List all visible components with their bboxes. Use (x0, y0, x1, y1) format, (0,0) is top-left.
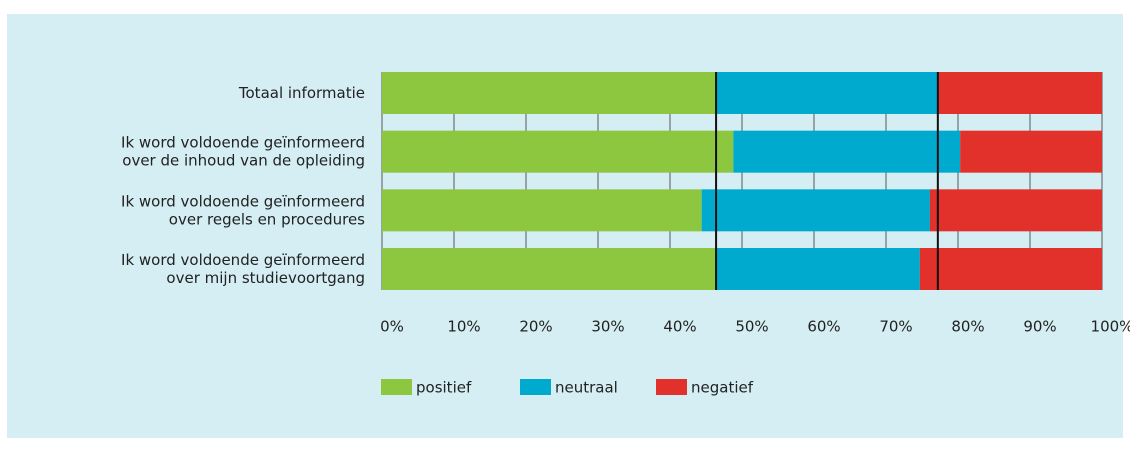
y-tick-line: Totaal informatie (238, 84, 365, 102)
legend-label: neutraal (555, 379, 618, 397)
bar-segment (960, 130, 1102, 173)
x-tick-label: 20% (519, 318, 552, 336)
bar-segment (382, 248, 717, 290)
bar-segment (382, 130, 734, 173)
y-tick-line: over mijn studievoortgang (166, 269, 365, 287)
bar-segment (382, 72, 717, 114)
legend-label: positief (416, 379, 472, 397)
bar-segment (716, 248, 920, 290)
legend-swatch (381, 379, 412, 395)
y-tick-label: Ik word voldoende geïnformeerd over de in… (121, 133, 365, 169)
bar-segment (929, 189, 1102, 232)
y-tick-line: Ik word voldoende geïnformeerd (121, 192, 365, 210)
bar-segment (733, 130, 961, 173)
x-tick-label: 0% (380, 318, 404, 336)
bar-segment (919, 248, 1102, 290)
x-tick-label: 100% (1091, 318, 1130, 336)
x-tick-label: 70% (879, 318, 912, 336)
x-tick-label: 10% (447, 318, 480, 336)
y-tick-line: Ik word voldoende geïnformeerd (121, 133, 365, 151)
y-tick-label: Totaal informatie (238, 84, 365, 102)
bar-segment (937, 72, 1102, 114)
y-tick-line: over de inhoud van de opleiding (122, 151, 365, 169)
y-tick-label: Ik word voldoende geïnformeerd over regel… (121, 192, 365, 228)
x-tick-label: 40% (663, 318, 696, 336)
bar-segment (716, 72, 938, 114)
x-tick-label: 60% (807, 318, 840, 336)
x-tick-label: 30% (591, 318, 624, 336)
legend-swatch (656, 379, 687, 395)
legend-label: negatief (691, 379, 754, 397)
y-tick-label: Ik word voldoende geïnformeerd over mijn … (121, 251, 365, 287)
bar-segment (382, 189, 702, 232)
legend-swatch (520, 379, 551, 395)
x-tick-label: 50% (735, 318, 768, 336)
bar-segment (701, 189, 930, 232)
x-tick-label: 80% (951, 318, 984, 336)
y-tick-line: over regels en procedures (169, 210, 365, 228)
x-tick-label: 90% (1023, 318, 1056, 336)
y-tick-line: Ik word voldoende geïnformeerd (121, 251, 365, 269)
